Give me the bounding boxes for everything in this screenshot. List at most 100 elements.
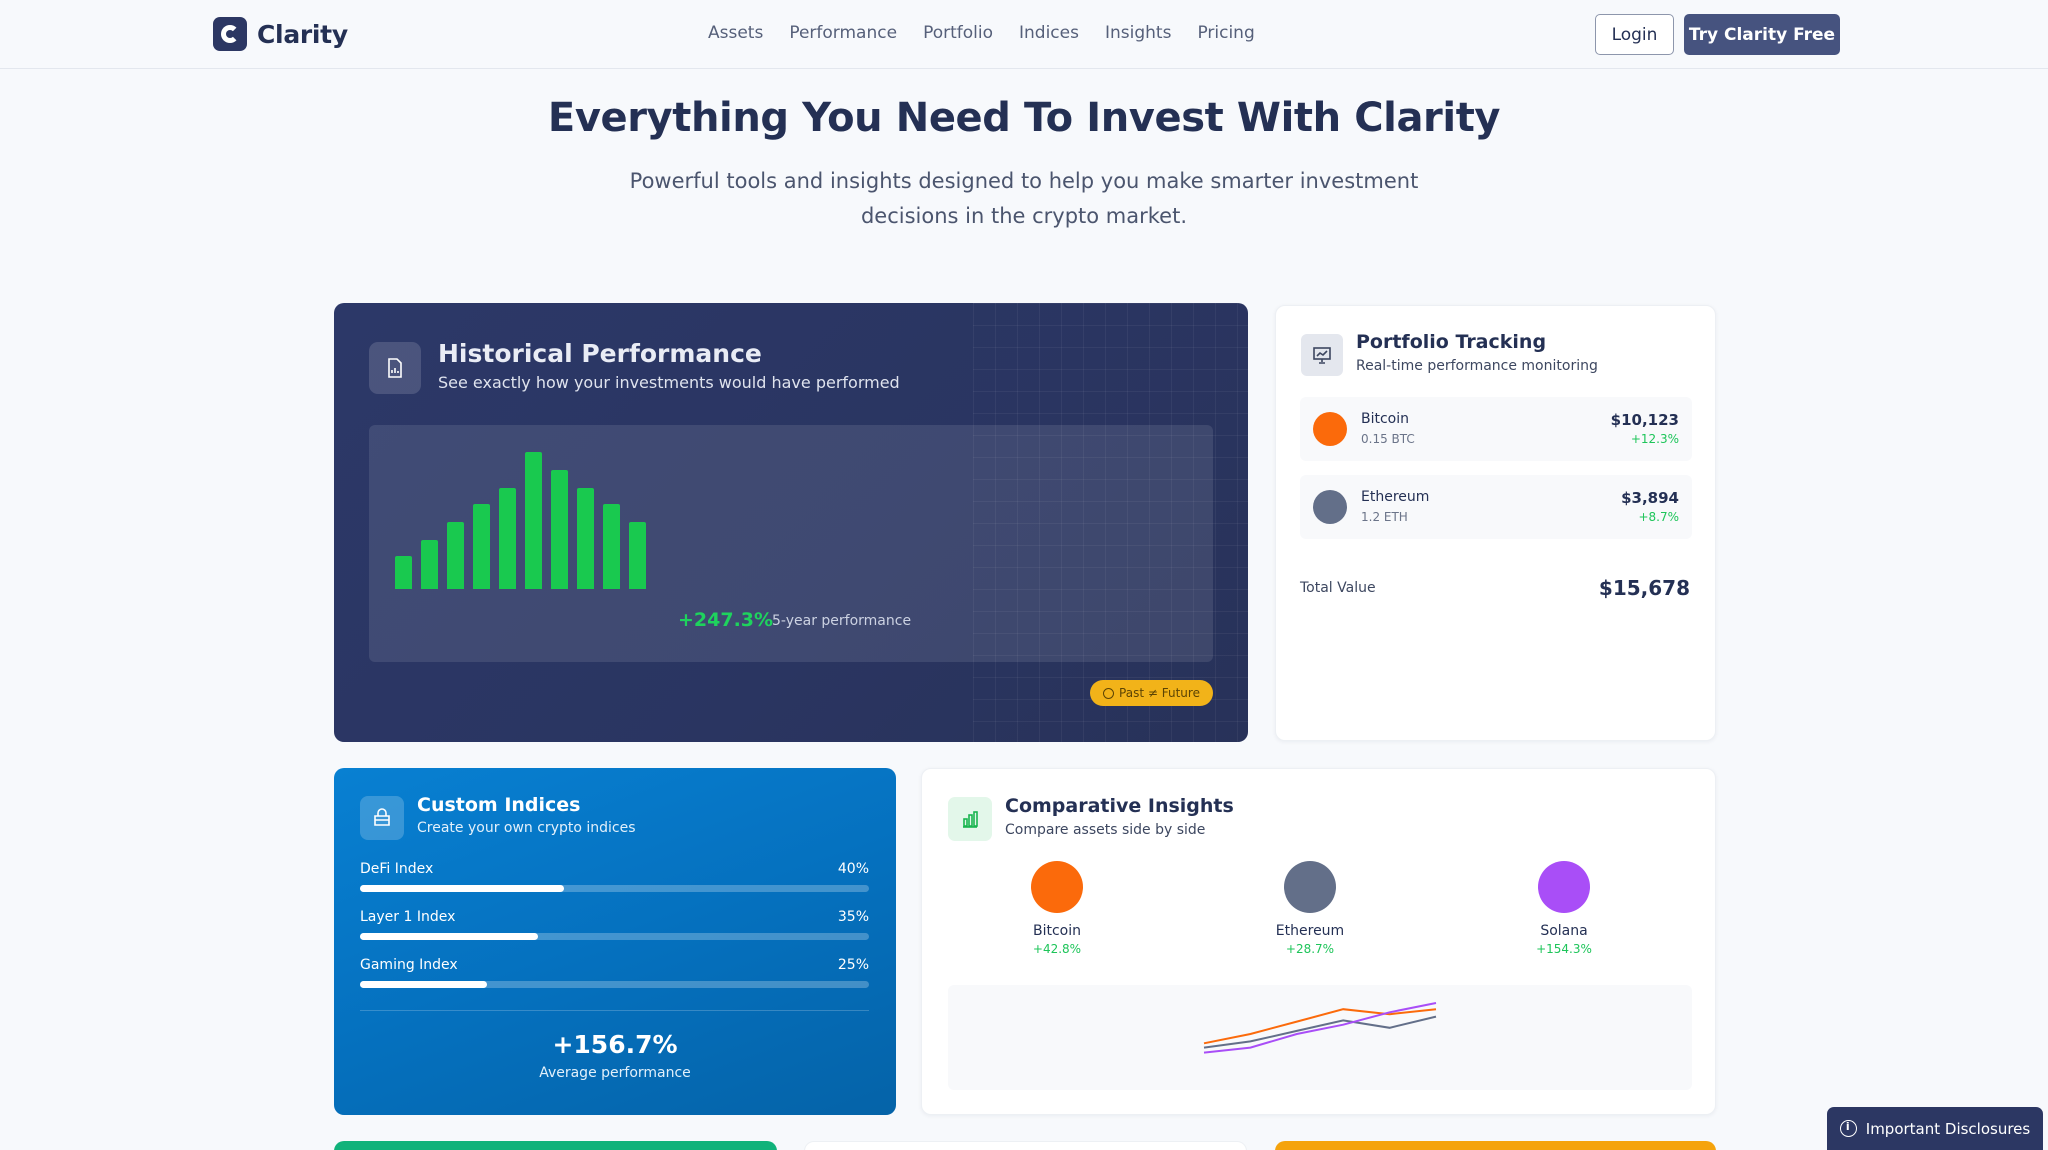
next-card-white-edge — [804, 1141, 1247, 1150]
nav-link-performance[interactable]: Performance — [789, 23, 898, 43]
asset-value: $3,894 — [1621, 489, 1679, 507]
asset-value: $10,123 — [1610, 411, 1679, 429]
index-name: Layer 1 Index — [360, 909, 456, 925]
performance-bar — [395, 556, 412, 589]
index-name: DeFi Index — [360, 861, 434, 877]
report-chart-icon — [369, 342, 421, 394]
login-button[interactable]: Login — [1595, 14, 1674, 55]
index-progress-track — [360, 933, 869, 940]
nav-link-indices[interactable]: Indices — [1019, 23, 1079, 43]
custom-indices-card: Custom Indices Create your own crypto in… — [334, 768, 896, 1115]
performance-bar — [421, 540, 438, 589]
nav-link-pricing[interactable]: Pricing — [1197, 23, 1255, 43]
card-title: Portfolio Tracking — [1356, 331, 1547, 353]
bar-chart-icon — [948, 797, 992, 841]
performance-bar — [473, 504, 490, 589]
brand-logo[interactable]: Clarity — [213, 17, 348, 51]
compare-asset-bitcoin[interactable]: Bitcoin +42.8% — [987, 861, 1127, 956]
bitcoin-icon — [1031, 861, 1083, 913]
ethereum-icon — [1313, 490, 1347, 524]
asset-name: Ethereum — [1361, 489, 1430, 505]
compare-asset-ethereum[interactable]: Ethereum +28.7% — [1240, 861, 1380, 956]
index-progress-track — [360, 981, 869, 988]
past-future-badge: Past ≠ Future — [1090, 680, 1213, 706]
hero-subtitle: Powerful tools and insights designed to … — [629, 169, 1419, 228]
portfolio-asset-bitcoin[interactable]: Bitcoin 0.15 BTC $10,123 +12.3% — [1300, 397, 1692, 461]
next-card-orange-edge — [1275, 1141, 1716, 1150]
info-circle-icon — [1103, 687, 1115, 699]
performance-bar — [629, 522, 646, 589]
try-free-button[interactable]: Try Clarity Free — [1684, 14, 1840, 55]
basket-icon — [360, 796, 404, 840]
total-value: $15,678 — [1598, 576, 1690, 600]
performance-bar — [525, 452, 542, 589]
badge-label: Past ≠ Future — [1119, 686, 1200, 700]
card-subtitle: Compare assets side by side — [1005, 822, 1206, 838]
divider — [360, 1010, 869, 1011]
presentation-chart-icon — [1301, 334, 1343, 376]
comparison-line-2 — [1203, 1015, 1437, 1049]
card-subtitle: See exactly how your investments would h… — [438, 373, 900, 392]
nav-link-portfolio[interactable]: Portfolio — [923, 23, 993, 43]
index-progress-track — [360, 885, 869, 892]
portfolio-asset-ethereum[interactable]: Ethereum 1.2 ETH $3,894 +8.7% — [1300, 475, 1692, 539]
asset-amount: 0.15 BTC — [1361, 432, 1415, 446]
performance-bar — [603, 504, 620, 589]
info-icon — [1839, 1120, 1857, 1137]
portfolio-tracking-card: Portfolio Tracking Real-time performance… — [1275, 305, 1716, 741]
asset-name: Bitcoin — [1361, 411, 1410, 427]
logo-c-icon — [213, 17, 247, 51]
comparison-line-1 — [1203, 1008, 1437, 1045]
card-title: Custom Indices — [417, 794, 581, 816]
asset-name: Bitcoin — [1032, 923, 1081, 939]
historical-performance-card: Historical Performance See exactly how y… — [334, 303, 1248, 742]
card-subtitle: Create your own crypto indices — [417, 820, 636, 836]
asset-change: +12.3% — [1630, 432, 1679, 446]
important-disclosures-button[interactable]: Important Disclosures — [1827, 1107, 2043, 1150]
comparison-line-3 — [1203, 1002, 1437, 1054]
brand-name: Clarity — [257, 19, 348, 49]
grid-decoration — [973, 303, 1248, 742]
performance-bar — [447, 522, 464, 589]
ethereum-icon — [1284, 861, 1336, 913]
asset-change: +154.3% — [1536, 942, 1592, 956]
nav-link-assets[interactable]: Assets — [708, 23, 764, 43]
index-progress-fill — [360, 885, 564, 892]
performance-bar — [499, 488, 516, 589]
top-nav: Clarity Assets Performance Portfolio Ind… — [0, 0, 2048, 69]
performance-chart: +247.3% 5-year performance — [369, 425, 1213, 662]
asset-change: +8.7% — [1638, 510, 1679, 524]
bitcoin-icon — [1313, 412, 1347, 446]
disclosures-label: Important Disclosures — [1865, 1119, 2031, 1138]
comparison-line-chart — [948, 985, 1692, 1090]
solana-icon — [1538, 861, 1590, 913]
performance-value: +247.3% — [678, 609, 774, 631]
performance-bar — [577, 488, 594, 589]
card-subtitle: Real-time performance monitoring — [1356, 358, 1598, 374]
next-card-green-edge — [334, 1141, 777, 1150]
card-title: Historical Performance — [438, 339, 762, 368]
average-performance-value: +156.7% — [552, 1030, 678, 1059]
average-performance-label: Average performance — [539, 1065, 691, 1081]
hero-title: Everything You Need To Invest With Clari… — [547, 95, 1501, 141]
performance-bars — [395, 447, 655, 589]
index-percent: 25% — [837, 957, 869, 973]
index-progress-fill — [360, 933, 539, 940]
performance-bar — [551, 470, 568, 589]
comparison-lines — [1203, 1002, 1437, 1054]
nav-links: Assets Performance Portfolio Indices Ins… — [708, 23, 1255, 43]
card-title: Comparative Insights — [1005, 795, 1234, 817]
total-value-label: Total Value — [1300, 580, 1376, 596]
asset-name: Ethereum — [1275, 923, 1345, 939]
nav-link-insights[interactable]: Insights — [1104, 23, 1172, 43]
comparative-insights-card: Comparative Insights Compare assets side… — [921, 768, 1716, 1115]
index-progress-fill — [360, 981, 488, 988]
index-percent: 35% — [837, 909, 869, 925]
index-percent: 40% — [837, 861, 869, 877]
asset-change: +42.8% — [1032, 942, 1082, 956]
index-name: Gaming Index — [360, 957, 458, 973]
performance-label: 5-year performance — [772, 613, 912, 629]
compare-asset-solana[interactable]: Solana +154.3% — [1494, 861, 1634, 956]
asset-change: +28.7% — [1285, 942, 1335, 956]
asset-name: Solana — [1540, 923, 1588, 939]
